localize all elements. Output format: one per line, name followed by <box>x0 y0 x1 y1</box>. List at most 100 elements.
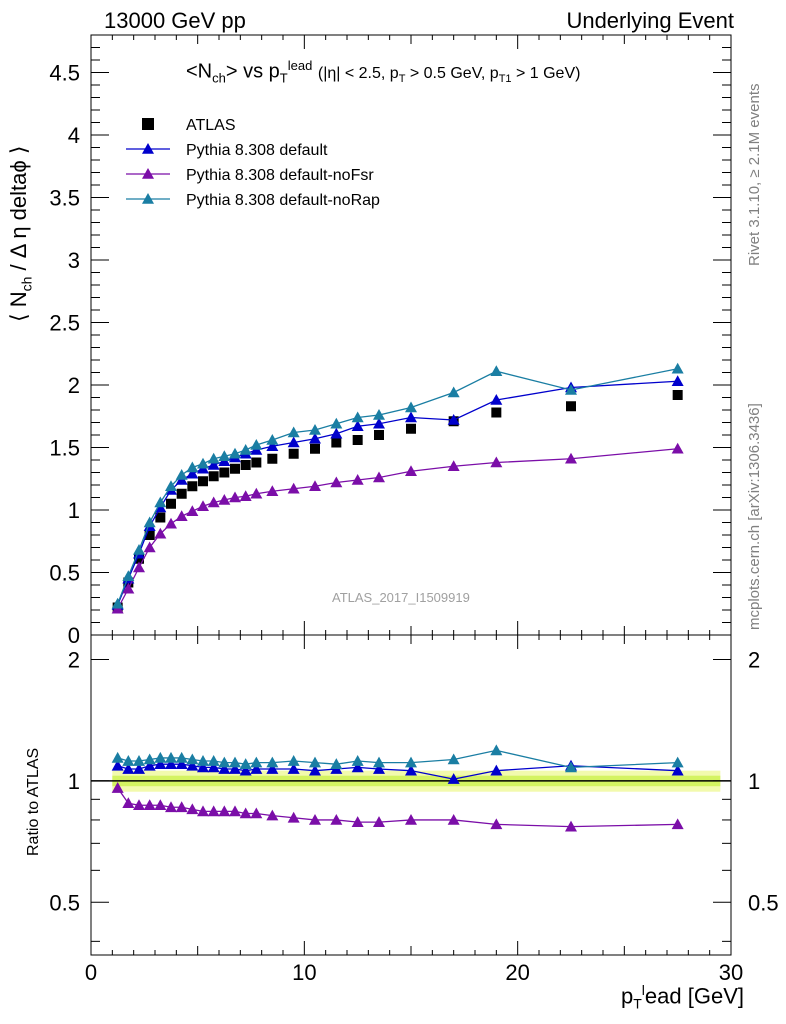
x-tick-label: 10 <box>292 960 316 985</box>
series-point-1 <box>671 375 684 387</box>
series-point-3 <box>143 516 156 528</box>
legend-marker-3 <box>142 193 154 204</box>
ratio-point-2 <box>143 753 156 765</box>
ratio-point-2 <box>405 756 417 768</box>
ratio-point-1 <box>309 813 321 825</box>
y-tick-label: 4 <box>68 123 80 148</box>
ratio-y-tick-label-right: 1 <box>748 769 760 794</box>
ratio-point-1 <box>186 803 199 815</box>
ratio-point-2 <box>330 758 343 769</box>
y-tick-label: 3 <box>68 248 80 273</box>
ratio-point-2 <box>309 756 321 768</box>
ratio-point-1 <box>133 799 145 811</box>
y-tick-label: 2 <box>68 373 80 398</box>
atlas-data-point <box>267 453 278 464</box>
legend-label-1: Pythia 8.308 default <box>186 142 328 159</box>
ratio-point-0 <box>175 758 188 769</box>
atlas-data-point <box>155 512 166 523</box>
series-point-3 <box>186 461 199 473</box>
rivet-version-label: Rivet 3.1.10, ≥ 2.1M events <box>746 83 763 267</box>
series-point-3 <box>351 411 364 423</box>
ratio-y-tick-label: 1 <box>68 769 80 794</box>
ratio-line-1 <box>117 787 678 828</box>
atlas-data-point <box>187 481 198 492</box>
series-point-2 <box>218 494 231 505</box>
series-point-2 <box>154 527 167 539</box>
title-cuts-1: (|η| < 2.5, p <box>317 64 399 82</box>
y-tick-label: 1 <box>68 498 80 523</box>
plot-title: <Nch> vs pTlead (|η| < 2.5, pT > 0.5 GeV… <box>186 58 580 86</box>
ylabel-main-b: / Δ η deltaϕ ⟩ <box>6 145 31 271</box>
series-point-3 <box>405 401 417 413</box>
series-point-2 <box>197 500 209 512</box>
atlas-data-point <box>310 443 320 454</box>
x-tick-label: 0 <box>85 960 97 985</box>
ratio-point-2 <box>671 756 684 768</box>
series-point-2 <box>266 485 279 497</box>
series-point-3 <box>671 362 684 374</box>
series-point-2 <box>250 487 263 499</box>
xlabel-b: ead [GeV] <box>644 983 744 1009</box>
ratio-point-1 <box>671 818 684 830</box>
series-line-1 <box>117 380 678 606</box>
series-point-3 <box>133 544 145 555</box>
ratio-point-1 <box>447 813 460 825</box>
ratio-point-0 <box>447 773 460 784</box>
title-cuts-sub1: T <box>398 72 406 85</box>
x-tick-label: 30 <box>719 960 743 985</box>
series-point-3 <box>250 439 263 450</box>
series-point-2 <box>186 505 199 517</box>
series-point-1 <box>373 417 385 429</box>
series-point-3 <box>447 386 460 398</box>
ratio-point-1 <box>373 816 385 827</box>
series-point-1 <box>207 459 220 470</box>
ratio-point-0 <box>207 761 220 773</box>
header-process-label: Underlying Event <box>566 8 734 33</box>
series-point-1 <box>405 411 417 423</box>
series-point-3 <box>207 452 220 464</box>
xlabel-sup: l <box>641 982 645 998</box>
ratio-y-tick-label-right: 0.5 <box>748 890 779 915</box>
ratio-point-1 <box>250 807 263 819</box>
ratio-point-0 <box>239 764 252 776</box>
ratio-point-2 <box>186 753 199 765</box>
atlas-data-point <box>198 476 208 487</box>
title-cuts: (|η| < 2.5, pT > 0.5 GeV, pT1 > 1 GeV) <box>317 64 581 85</box>
y-axis-label-ratio: Ratio to ATLAS <box>25 747 42 856</box>
atlas-data-point <box>491 407 502 418</box>
series-point-2 <box>175 510 188 522</box>
series-point-2 <box>207 496 220 508</box>
title-main-sup: lead <box>287 58 313 73</box>
series-point-2 <box>565 452 577 464</box>
ratio-point-1 <box>111 782 124 793</box>
ratio-point-0 <box>133 763 145 774</box>
atlas-data-point <box>331 437 342 448</box>
ratio-point-2 <box>165 751 177 763</box>
title-cuts-3: > 1 GeV) <box>511 64 581 82</box>
series-point-3 <box>330 417 343 429</box>
atlas-data-point <box>240 460 251 470</box>
x-tick-label: 20 <box>505 960 529 985</box>
series-point-2 <box>351 474 364 485</box>
ratio-point-2 <box>287 755 300 766</box>
atlas-data-point <box>374 430 384 440</box>
ratio-point-1 <box>175 801 188 813</box>
atlas-data-point <box>352 435 363 445</box>
series-point-1 <box>309 432 321 444</box>
ratio-point-2 <box>447 753 460 765</box>
ratio-point-0 <box>266 763 279 774</box>
series-point-1 <box>287 436 300 448</box>
legend-marker-2 <box>142 168 154 179</box>
series-point-3 <box>309 424 321 435</box>
ratio-point-1 <box>122 797 135 809</box>
ratio-point-0 <box>229 763 241 774</box>
ratio-point-0 <box>186 759 199 771</box>
y-tick-label: 0 <box>68 623 80 648</box>
series-point-3 <box>373 409 385 420</box>
series-point-3 <box>154 496 167 508</box>
atlas-data-point <box>251 457 262 468</box>
series-point-3 <box>490 365 503 377</box>
ratio-point-2 <box>133 755 145 766</box>
ratio-point-2 <box>239 758 252 769</box>
xlabel-a: p <box>620 983 634 1009</box>
